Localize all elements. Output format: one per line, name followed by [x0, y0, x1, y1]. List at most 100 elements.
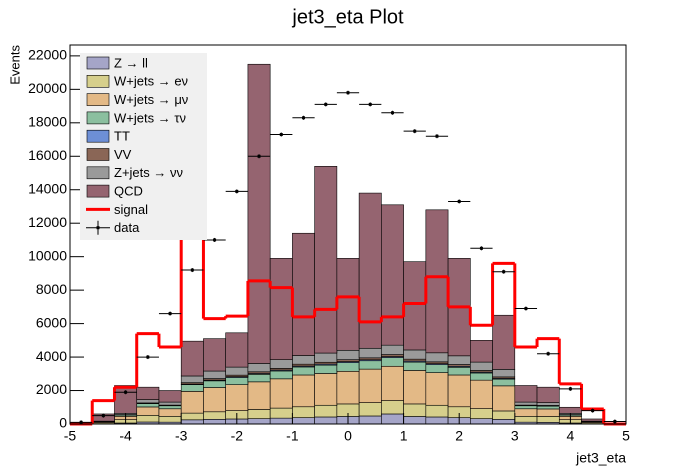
histogram-bar [492, 314, 516, 370]
legend-label: Z → ll [114, 55, 148, 70]
histogram-bar [225, 377, 249, 385]
legend-label: W+jets → eν [114, 74, 188, 89]
y-tick-label: 18000 [28, 114, 67, 130]
histogram-bar [336, 258, 360, 351]
legend-label: TT [114, 129, 130, 144]
legend-swatch [96, 226, 100, 230]
histogram-bar [158, 401, 182, 406]
histogram-bar [358, 402, 382, 417]
histogram-bar [136, 386, 160, 400]
x-tick-label: -3 [175, 428, 188, 444]
histogram-bar [536, 402, 560, 406]
data-point [568, 387, 572, 391]
histogram-bar [292, 232, 315, 356]
histogram-bar [514, 405, 538, 410]
histogram-bar [136, 399, 160, 404]
histogram-bar [581, 418, 605, 422]
data-point [101, 414, 105, 418]
histogram-bar [381, 365, 404, 401]
histogram-bar [403, 361, 427, 371]
histogram-bar [514, 408, 538, 417]
x-tick-label: -4 [119, 428, 132, 444]
histogram-bar [425, 416, 449, 425]
histogram-bar [269, 417, 293, 425]
histogram-bar [158, 405, 182, 410]
data-point [146, 355, 150, 359]
histogram-bar [470, 372, 493, 381]
data-point [591, 409, 595, 413]
histogram-bar [536, 416, 560, 423]
histogram-bar [269, 258, 293, 360]
histogram-bar [336, 362, 360, 372]
legend-label: Z+jets → νν [114, 165, 183, 180]
histogram-bar [381, 413, 404, 425]
x-tick-label: 4 [567, 428, 575, 444]
histogram-bar [381, 400, 404, 415]
histogram-bar [203, 411, 226, 420]
data-point [346, 91, 350, 95]
histogram-bar [314, 404, 338, 418]
x-tick-label: -2 [231, 428, 244, 444]
histogram-bar [180, 340, 204, 377]
histogram-bar [225, 366, 249, 376]
data-point [257, 154, 261, 158]
x-tick-label: 3 [511, 428, 519, 444]
histogram-bar [247, 374, 271, 383]
histogram-bar [358, 368, 382, 403]
x-axis-label: jet3_eta [575, 450, 626, 466]
legend-swatch [86, 75, 110, 88]
legend-swatch [86, 129, 110, 143]
histogram-bar [314, 416, 338, 425]
histogram-bar [136, 403, 160, 408]
histogram-bar [558, 406, 582, 414]
legend-label: QCD [114, 184, 143, 199]
x-tick-label: -1 [286, 428, 299, 444]
histogram-bar [203, 419, 226, 425]
histogram-bar [358, 360, 382, 370]
histogram-bar [158, 390, 182, 403]
histogram-bar [358, 347, 382, 359]
histogram-bar [180, 384, 204, 392]
data-point [190, 268, 194, 272]
histogram-bar [247, 381, 271, 410]
histogram-bar [492, 419, 516, 425]
y-tick-label: 12000 [28, 214, 67, 230]
histogram-bar [470, 361, 493, 371]
histogram-bar [314, 373, 338, 406]
chart-title: jet3_eta Plot [291, 6, 404, 28]
histogram-bar [336, 370, 360, 405]
histogram-bar [358, 192, 382, 349]
y-tick-label: 10000 [28, 247, 67, 263]
histogram-bar [225, 384, 249, 411]
histogram-bar [425, 372, 449, 406]
histogram-bar [470, 408, 493, 419]
histogram-bar [247, 363, 271, 373]
x-tick-label: 1 [400, 428, 408, 444]
histogram-bar [492, 378, 516, 387]
data-point [390, 111, 394, 115]
legend-label: W+jets → μν [114, 92, 188, 107]
data-point [413, 129, 417, 133]
histogram-bar [269, 378, 293, 409]
y-tick-label: 20000 [28, 80, 67, 96]
histogram-bar [292, 355, 315, 365]
histogram-bar [425, 352, 449, 363]
histogram-bar [247, 409, 271, 419]
legend-label: data [114, 220, 140, 235]
histogram-bar [180, 375, 204, 383]
legend-swatch [86, 93, 110, 106]
data-point [168, 312, 172, 316]
y-tick-label: 8000 [36, 281, 67, 297]
histogram-bar [403, 416, 427, 425]
histogram-bar [381, 354, 404, 357]
histogram-bar [403, 349, 427, 360]
legend-swatch [86, 148, 110, 161]
y-tick-label: 4000 [36, 348, 67, 364]
histogram-bar [492, 410, 516, 420]
x-tick-label: 2 [455, 428, 463, 444]
histogram-bar [314, 352, 338, 363]
legend-swatch [86, 111, 110, 125]
histogram-bar [447, 355, 471, 365]
data-point [368, 102, 372, 106]
